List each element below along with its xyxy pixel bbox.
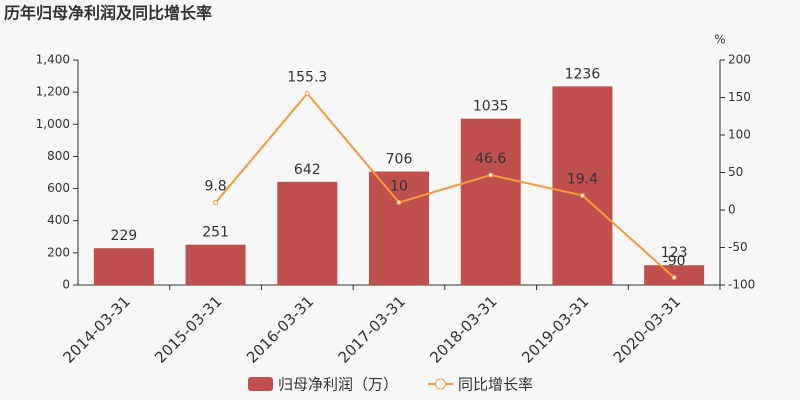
bar [185, 244, 246, 285]
y-tick-label: 1,000 [36, 117, 70, 131]
y-tick-label: 600 [47, 181, 70, 195]
line-point [671, 275, 677, 280]
line-value-label: 9.8 [204, 179, 226, 195]
legend-label: 同比增长率 [458, 376, 533, 394]
line-value-label: 10 [390, 179, 408, 195]
y-tick-label: 400 [47, 213, 70, 227]
line-value-label: 19.4 [567, 171, 598, 187]
bar-value-label: 706 [386, 152, 413, 168]
bar-value-label: 229 [110, 228, 137, 244]
line [214, 91, 675, 279]
bar-value-label: 1236 [565, 66, 601, 82]
line-point [304, 91, 310, 97]
bar-value-label: 251 [202, 225, 229, 241]
bar-value-label: 1035 [473, 99, 509, 115]
y-tick-label: 1,400 [36, 53, 70, 67]
y-tick-label: 1,200 [36, 85, 70, 99]
legend-swatch [435, 378, 447, 390]
line-point [488, 172, 494, 178]
y-tick-label: 800 [47, 149, 70, 163]
line-value-label: -90 [663, 254, 686, 270]
bar [93, 248, 154, 285]
chart-title: 历年归母净利润及同比增长率 [4, 4, 212, 23]
legend-label: 归母净利润（万） [278, 376, 398, 394]
line-point [579, 192, 585, 198]
y2-axis-label: % [714, 33, 725, 47]
line-point [213, 200, 219, 206]
y2-tick-label: 50 [728, 165, 743, 179]
legend-swatch [248, 377, 273, 391]
y2-tick-label: 0 [728, 203, 736, 217]
y2-tick-label: -50 [728, 240, 748, 254]
y-tick-label: 0 [62, 278, 70, 292]
line-value-label: 155.3 [287, 70, 327, 86]
y2-tick-label: 150 [728, 90, 751, 104]
y2-tick-label: -100 [728, 278, 755, 292]
bar [460, 118, 521, 286]
y-tick-label: 200 [47, 245, 70, 259]
line-point [396, 200, 402, 205]
bar [369, 171, 429, 285]
y2-tick-label: 200 [728, 53, 751, 67]
bar-value-label: 642 [294, 162, 321, 178]
bar [552, 86, 613, 285]
line-value-label: 46.6 [475, 151, 506, 167]
y2-tick-label: 100 [728, 128, 751, 142]
bar-value-label: 123 [661, 245, 688, 261]
bar [277, 181, 338, 285]
